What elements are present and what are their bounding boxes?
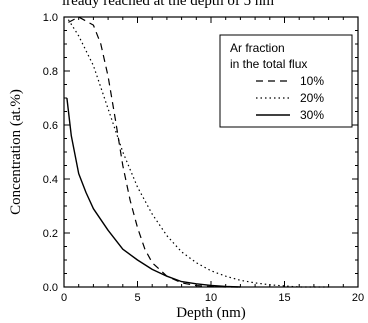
x-tick-label: 20 (352, 292, 364, 304)
legend-label-20: 20% (300, 91, 324, 105)
y-tick-label: 0.2 (43, 228, 58, 240)
legend-title-line-1: Ar fraction (230, 41, 285, 55)
series-line-20pct (67, 19, 329, 288)
x-tick-label: 0 (61, 292, 67, 304)
series-line-10pct (68, 16, 241, 288)
x-tick-label: 15 (278, 292, 290, 304)
caption-text: lready reached at the depth of 5 nm (62, 0, 274, 9)
y-tick-label: 0.8 (43, 66, 58, 78)
series-line-30pct (66, 97, 241, 288)
y-tick-label: 0.0 (43, 282, 58, 294)
y-tick-label: 0.6 (43, 120, 58, 132)
legend-label-30: 30% (300, 108, 324, 122)
x-tick-label: 10 (205, 292, 217, 304)
x-tick-label: 5 (134, 292, 140, 304)
legend-label-10: 10% (300, 74, 324, 88)
y-tick-label: 0.4 (43, 174, 58, 186)
y-tick-label: 1.0 (43, 12, 58, 24)
legend: Ar fraction in the total flux 10% 20% 30… (219, 34, 353, 128)
y-axis-title: Concentration (at.%) (8, 89, 24, 215)
legend-title-line-2: in the total flux (230, 57, 307, 71)
x-axis-title: Depth (nm) (176, 305, 246, 321)
